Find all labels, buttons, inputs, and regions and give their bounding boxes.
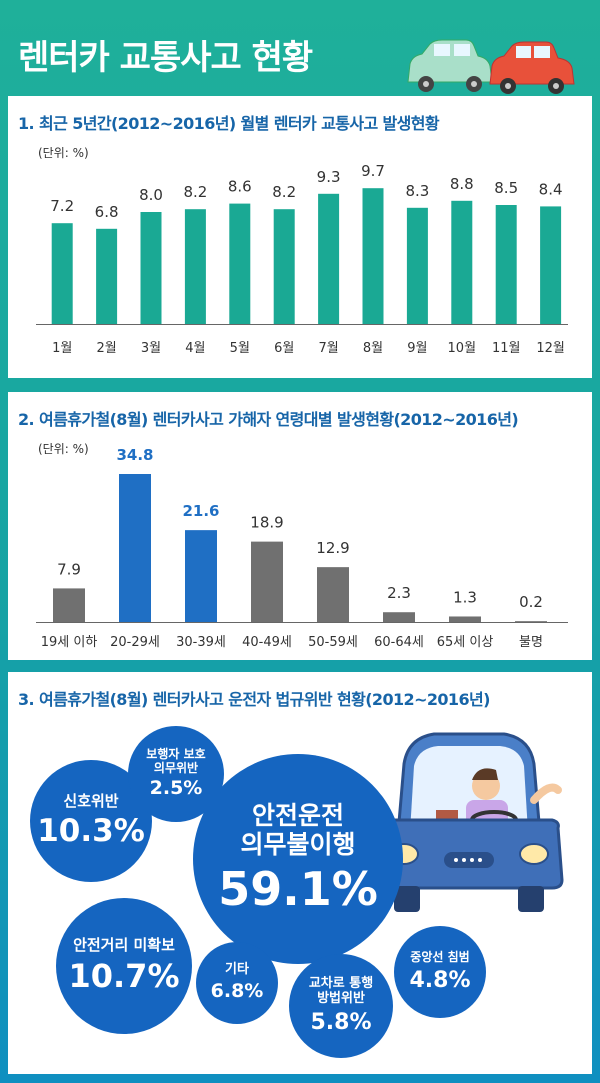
bar-1월 <box>51 223 73 324</box>
value-label-불명: 0.2 <box>519 593 543 611</box>
page-title: 렌터카 교통사고 현황 <box>18 38 313 78</box>
bubble-center-line-value: 4.8% <box>409 967 471 993</box>
green-car-icon <box>407 39 493 92</box>
category-label-11월: 11월 <box>492 341 521 356</box>
value-label-12월: 8.4 <box>539 180 563 198</box>
category-label-7월: 7월 <box>318 341 338 356</box>
value-label-5월: 8.6 <box>228 178 252 196</box>
bubble-center-line: 중앙선 침범 4.8% <box>394 926 486 1018</box>
bubble-safe-distance: 안전거리 미확보 10.7% <box>56 898 192 1034</box>
bar-6월 <box>273 209 295 324</box>
value-label-8월: 9.7 <box>361 162 385 180</box>
value-label-40-49세: 18.9 <box>250 514 283 532</box>
category-label-불명: 불명 <box>519 635 543 650</box>
category-label-60-64세: 60-64세 <box>374 635 424 650</box>
value-label-6월: 8.2 <box>272 183 296 201</box>
category-label-40-49세: 40-49세 <box>242 635 292 650</box>
bubble-intersection-label: 교차로 통행 방법위반 <box>308 975 374 1006</box>
monthly-chart-panel: 1. 최근 5년간(2012~2016년) 월별 렌터카 교통사고 발생현황 (… <box>8 96 592 378</box>
bubble-safe-driving-label: 안전운전 의무불이행 <box>240 800 356 859</box>
bubble-intersection-value: 5.8% <box>310 1009 372 1035</box>
bar-7월 <box>318 193 340 324</box>
bar-19세 이하 <box>53 588 85 622</box>
category-label-6월: 6월 <box>274 341 294 356</box>
bubble-other-label: 기타 <box>225 962 249 978</box>
bar-3월 <box>140 212 162 324</box>
value-label-3월: 8.0 <box>139 186 163 204</box>
value-label-19세 이하: 7.9 <box>57 560 81 578</box>
bar-불명 <box>515 621 547 622</box>
category-label-65세 이상: 65세 이상 <box>437 635 494 650</box>
value-label-65세 이상: 1.3 <box>453 588 477 606</box>
red-car-icon <box>489 41 575 94</box>
bar-30-39세 <box>185 530 217 622</box>
category-label-5월: 5월 <box>230 341 250 356</box>
bubble-signal-label: 신호위반 <box>63 791 119 810</box>
monthly-chart-unit: (단위: %) <box>38 146 89 160</box>
bar-40-49세 <box>251 541 283 622</box>
age-bar-chart: 7.9 19세 이하 34.8 20-29세 21.6 30-39세 18.9 40-49세 1… <box>36 446 568 650</box>
category-label-4월: 4월 <box>185 341 205 356</box>
bar-4월 <box>184 209 206 324</box>
age-chart-title: 2. 여름휴가철(8월) 렌터카사고 가해자 연령대별 발생현황(2012~20… <box>18 410 519 429</box>
bar-60-64세 <box>383 612 415 622</box>
violation-panel: 3. 여름휴가철(8월) 렌터카사고 운전자 법규위반 현황(2012~2016… <box>8 672 592 1074</box>
category-label-20-29세: 20-29세 <box>110 635 160 650</box>
bar-20-29세 <box>119 474 151 622</box>
bar-8월 <box>362 188 384 324</box>
category-label-8월: 8월 <box>363 341 383 356</box>
bar-12월 <box>540 206 562 324</box>
bar-9월 <box>406 207 428 324</box>
age-chart-panel: 2. 여름휴가철(8월) 렌터카사고 가해자 연령대별 발생현황(2012~20… <box>8 392 592 660</box>
age-chart-unit: (단위: %) <box>38 442 89 456</box>
bar-2월 <box>96 228 118 324</box>
category-label-2월: 2월 <box>96 341 116 356</box>
value-label-7월: 9.3 <box>317 168 341 186</box>
category-label-50-59세: 50-59세 <box>308 635 358 650</box>
bar-5월 <box>229 203 251 324</box>
cars-illustration <box>407 39 575 94</box>
bubble-other-value: 6.8% <box>210 980 264 1003</box>
value-label-9월: 8.3 <box>405 182 429 200</box>
bar-11월 <box>495 205 517 324</box>
violation-chart-title: 3. 여름휴가철(8월) 렌터카사고 운전자 법규위반 현황(2012~2016… <box>18 690 490 709</box>
bubble-pedestrian-label: 보행자 보호 의무위반 <box>146 747 206 776</box>
category-label-1월: 1월 <box>52 341 72 356</box>
category-label-9월: 9월 <box>407 341 427 356</box>
category-label-19세 이하: 19세 이하 <box>41 635 98 650</box>
bubble-center-line-label: 중앙선 침범 <box>410 949 470 964</box>
bar-10월 <box>451 200 473 324</box>
value-label-30-39세: 21.6 <box>182 502 219 520</box>
value-label-20-29세: 34.8 <box>116 446 153 464</box>
bubble-intersection: 교차로 통행 방법위반 5.8% <box>289 954 393 1058</box>
value-label-60-64세: 2.3 <box>387 584 411 602</box>
bubble-safe-driving: 안전운전 의무불이행 59.1% <box>193 754 403 964</box>
driver-car-illustration <box>374 732 564 912</box>
bubble-signal-value: 10.3% <box>37 812 145 849</box>
category-label-12월: 12월 <box>536 341 565 356</box>
bar-50-59세 <box>317 567 349 622</box>
value-label-4월: 8.2 <box>183 183 207 201</box>
bubble-safe-distance-value: 10.7% <box>68 957 180 996</box>
bubble-other: 기타 6.8% <box>196 942 278 1024</box>
bubble-safe-driving-value: 59.1% <box>218 862 378 917</box>
category-label-3월: 3월 <box>141 341 161 356</box>
value-label-2월: 6.8 <box>95 203 119 221</box>
value-label-50-59세: 12.9 <box>316 539 349 557</box>
bar-65세 이상 <box>449 616 481 622</box>
value-label-11월: 8.5 <box>494 179 518 197</box>
bubble-pedestrian-value: 2.5% <box>149 776 203 799</box>
bubble-pedestrian: 보행자 보호 의무위반 2.5% <box>128 726 224 822</box>
bubble-safe-distance-label: 안전거리 미확보 <box>73 935 175 954</box>
monthly-bar-chart: 7.2 1월 6.8 2월 8.0 3월 8.2 4월 8.6 5월 8.2 6월 9.3 7월 9.7 8월… <box>36 162 568 356</box>
value-label-1월: 7.2 <box>50 197 74 215</box>
category-label-30-39세: 30-39세 <box>176 635 226 650</box>
monthly-chart-title: 1. 최근 5년간(2012~2016년) 월별 렌터카 교통사고 발생현황 <box>18 114 440 133</box>
category-label-10월: 10월 <box>448 341 477 356</box>
value-label-10월: 8.8 <box>450 175 474 193</box>
